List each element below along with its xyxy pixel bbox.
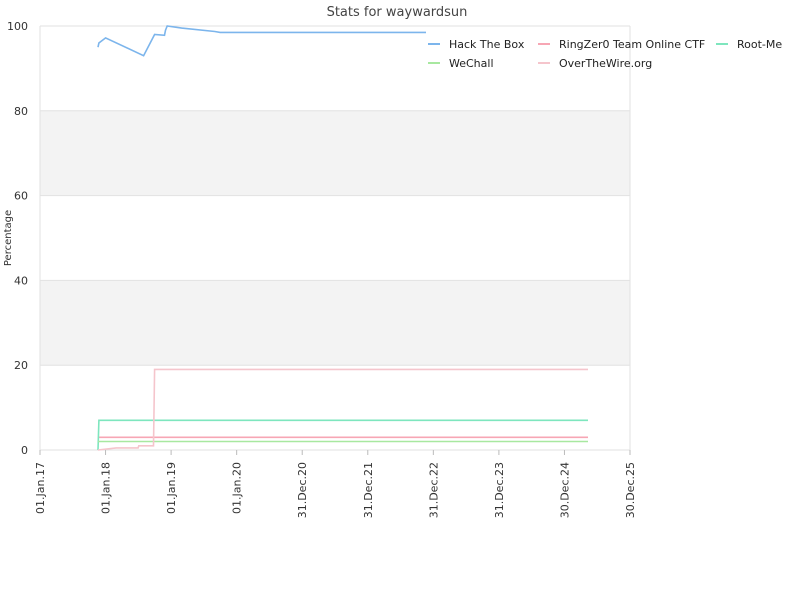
grid-band [40, 110, 630, 196]
x-axis-ticks: 01.Jan.17 01.Jan.18 01.Jan.19 01.Jan.20 31.D… [34, 450, 637, 518]
legend-item: RingZer0 Team Online CTF [538, 38, 705, 51]
y-tick-label: 80 [14, 105, 28, 118]
y-tick-label: 60 [14, 190, 28, 203]
legend-label: OverTheWire.org [559, 57, 652, 70]
legend-item: Hack The Box [428, 38, 525, 51]
y-axis-ticks: 0 20 40 60 80 100 [7, 20, 28, 457]
y-tick-label: 100 [7, 20, 28, 33]
y-tick-label: 0 [21, 444, 28, 457]
series-layer [97, 25, 588, 451]
legend-item: OverTheWire.org [538, 57, 652, 70]
x-tick-label: 31.Dec.22 [427, 462, 440, 518]
x-tick-label: 31.Dec.23 [493, 462, 506, 518]
chart-title: Stats for waywardsun [327, 5, 468, 20]
y-axis-label: Percentage [3, 210, 14, 266]
series-line-overthewire-org [97, 368, 588, 451]
plot-background [40, 110, 630, 366]
x-tick-label: 31.Dec.20 [296, 462, 309, 518]
x-tick-label: 01.Jan.19 [165, 462, 178, 514]
x-tick-label: 30.Dec.25 [624, 462, 637, 518]
x-tick-label: 01.Jan.20 [231, 462, 244, 514]
y-tick-label: 20 [14, 359, 28, 372]
x-tick-label: 30.Dec.24 [558, 462, 571, 518]
legend-item: Root-Me [716, 38, 782, 51]
x-tick-label: 01.Jan.17 [34, 462, 47, 514]
legend: Hack The Box RingZer0 Team Online CTF Root… [428, 38, 782, 70]
legend-item: WeChall [428, 57, 494, 70]
grid-band [40, 280, 630, 366]
x-tick-label: 01.Jan.18 [100, 462, 113, 514]
legend-label: Hack The Box [449, 38, 525, 51]
legend-label: WeChall [449, 57, 494, 70]
legend-label: Root-Me [737, 38, 782, 51]
y-tick-label: 40 [14, 274, 28, 287]
series-line-hack-the-box [97, 25, 426, 57]
grid [39, 25, 631, 451]
x-tick-label: 31.Dec.21 [362, 462, 375, 518]
legend-label: RingZer0 Team Online CTF [559, 38, 705, 51]
series-line-root-me [97, 419, 588, 451]
